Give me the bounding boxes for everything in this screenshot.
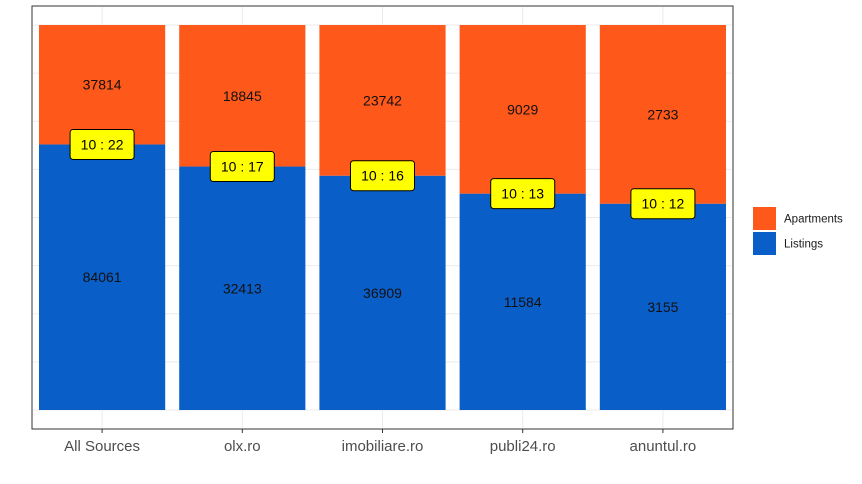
value-label-listings-anuntul-ro: 3155 <box>647 299 678 315</box>
legend-label-apartments: Apartments <box>784 214 843 226</box>
legend-key-listings <box>753 232 776 255</box>
ratio-label-box-publi24-ro <box>490 178 556 210</box>
bar-apartments-olx-ro <box>179 25 306 167</box>
bar-apartments-publi24-ro <box>459 25 586 194</box>
ratio-label-publi24-ro: 10 : 13 <box>501 186 544 202</box>
ratio-label-all-sources: 10 : 22 <box>81 136 124 152</box>
value-label-apartments-imobiliare-ro: 23742 <box>363 92 402 108</box>
value-label-listings-imobiliare-ro: 36909 <box>363 285 402 301</box>
x-tick-label-imobiliare-ro: imobiliare.ro <box>342 438 424 455</box>
legend-key-apartments <box>753 207 776 230</box>
bar-apartments-anuntul-ro <box>599 25 726 204</box>
ratio-label-olx-ro: 10 : 17 <box>221 159 264 175</box>
bar-listings-all-sources <box>39 144 166 410</box>
value-label-listings-olx-ro: 32413 <box>223 280 262 296</box>
value-label-apartments-all-sources: 37814 <box>83 77 122 93</box>
x-tick-label-anuntul-ro: anuntul.ro <box>630 438 697 455</box>
x-tick-label-all-sources: All Sources <box>64 438 140 455</box>
ratio-label-box-olx-ro <box>209 151 275 183</box>
x-axis: All Sources olx.ro imobiliare.ro publi24.ro… <box>64 429 696 455</box>
legend: Apartments Listings <box>753 207 843 255</box>
value-label-listings-publi24-ro: 11584 <box>504 294 542 310</box>
bar-apartments-all-sources <box>39 25 166 145</box>
value-label-apartments-anuntul-ro: 2733 <box>647 106 678 122</box>
legend-label-listings: Listings <box>784 239 823 251</box>
bars <box>39 25 726 410</box>
bar-listings-imobiliare-ro <box>319 175 446 410</box>
ratio-label-box-imobiliare-ro <box>350 160 415 192</box>
ratio-label-imobiliare-ro: 10 : 16 <box>361 168 404 184</box>
x-tick-label-publi24-ro: publi24.ro <box>490 438 556 455</box>
ratio-label-box-all-sources <box>69 128 135 160</box>
bar-apartments-imobiliare-ro <box>319 25 446 176</box>
bar-listings-publi24-ro <box>459 193 586 410</box>
value-label-listings-all-sources: 84061 <box>83 269 122 285</box>
value-label-apartments-olx-ro: 18845 <box>223 88 262 104</box>
bar-listings-olx-ro <box>179 166 306 410</box>
x-tick-label-olx-ro: olx.ro <box>224 438 261 455</box>
bar-listings-anuntul-ro <box>599 203 726 410</box>
ratio-label-box-anuntul-ro <box>630 188 696 220</box>
value-labels: 84061 37814 10 : 22 32413 18845 10 : 17 36909 2… <box>69 77 696 315</box>
ratio-label-anuntul-ro: 10 : 12 <box>641 196 684 212</box>
value-label-apartments-publi24-ro: 9029 <box>507 101 538 117</box>
